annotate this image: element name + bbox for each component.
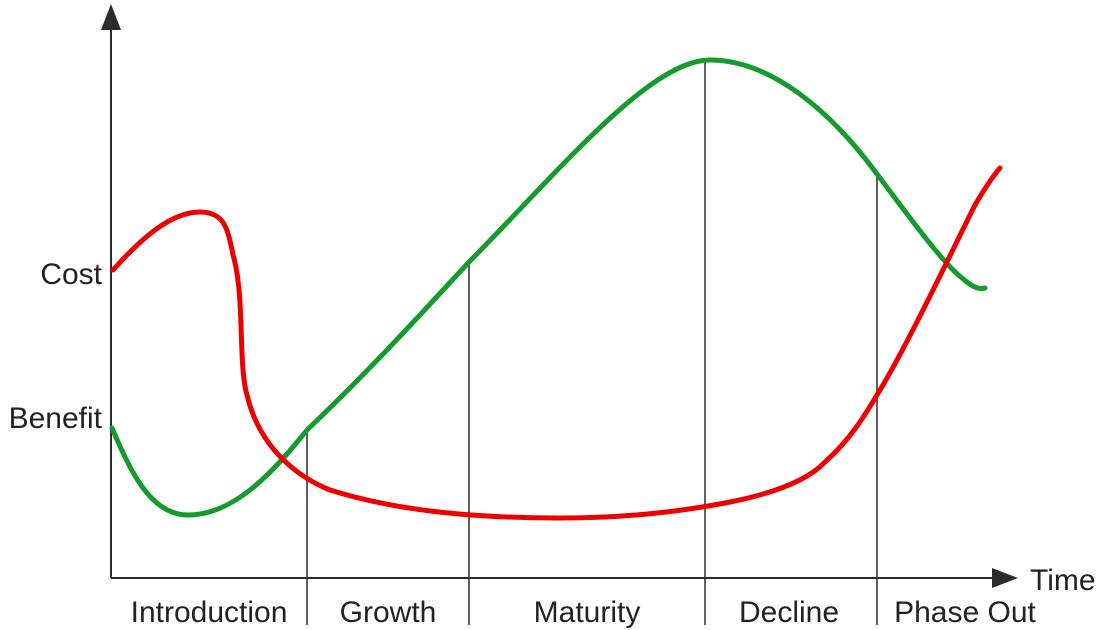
time-axis-label: Time <box>1030 564 1096 597</box>
cost-curve <box>110 165 1003 521</box>
phase-label-growth: Growth <box>340 596 437 629</box>
phase-label-decline: Decline <box>739 596 839 629</box>
benefit-axis-label: Benefit <box>9 402 103 435</box>
phase-label-introduction: Introduction <box>131 596 288 629</box>
x-axis-arrow-icon <box>992 568 1018 588</box>
benefit-curve <box>109 57 988 518</box>
cost-axis-label: Cost <box>40 258 102 291</box>
phase-label-maturity: Maturity <box>534 596 641 629</box>
phase-label-phase-out: Phase Out <box>894 596 1036 629</box>
axes <box>101 4 1018 588</box>
phase-labels: Introduction Growth Maturity Decline Pha… <box>131 596 1037 629</box>
y-axis-arrow-icon <box>101 4 121 30</box>
